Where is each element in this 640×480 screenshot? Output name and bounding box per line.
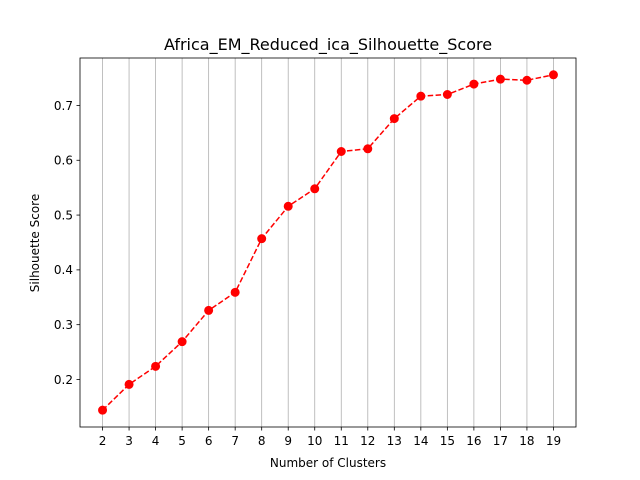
data-point-15 [442, 89, 452, 99]
y-tick-label-0.7: 0.7 [54, 99, 73, 113]
axes [79, 57, 577, 428]
data-point-12 [363, 144, 373, 154]
x-axis-label: Number of Clusters [270, 456, 386, 470]
x-tick-label-12: 12 [360, 434, 375, 448]
y-tick-label-0.3: 0.3 [54, 318, 73, 332]
data-point-7 [230, 287, 240, 297]
data-point-14 [416, 91, 426, 101]
data-point-8 [257, 234, 267, 244]
x-tick-label-15: 15 [440, 434, 455, 448]
x-tick-label-14: 14 [413, 434, 428, 448]
x-tick-label-7: 7 [231, 434, 239, 448]
x-tick-label-8: 8 [258, 434, 266, 448]
x-tick-label-17: 17 [493, 434, 508, 448]
data-point-5 [177, 337, 187, 347]
data-series [98, 70, 558, 415]
plot-frame [79, 57, 577, 428]
data-point-9 [283, 201, 293, 211]
data-point-2 [98, 405, 108, 415]
tick-marks-and-labels: 2 3 4 5 6 7 8 9 10 11 12 13 14 15 16 17 18 19 0.2 0.3 0.4 0.5… [54, 99, 561, 448]
x-tick-label-18: 18 [519, 434, 534, 448]
data-point-18 [522, 75, 532, 85]
data-point-10 [310, 184, 320, 194]
x-tick-label-3: 3 [125, 434, 133, 448]
x-tick-label-11: 11 [334, 434, 349, 448]
data-point-16 [469, 79, 479, 89]
y-tick-label-0.2: 0.2 [54, 373, 73, 387]
x-tick-label-5: 5 [178, 434, 186, 448]
chart-title: Africa_EM_Reduced_ica_Silhouette_Score [164, 35, 492, 55]
y-tick-label-0.4: 0.4 [54, 263, 73, 277]
y-tick-label-0.5: 0.5 [54, 208, 73, 222]
y-axis-label: Silhouette Score [28, 194, 42, 292]
data-point-11 [336, 146, 346, 156]
x-tick-label-10: 10 [307, 434, 322, 448]
data-point-13 [389, 114, 399, 124]
x-tick-label-16: 16 [466, 434, 481, 448]
data-point-17 [495, 74, 505, 84]
data-point-3 [124, 379, 134, 389]
x-tick-label-19: 19 [546, 434, 561, 448]
y-tick-label-0.6: 0.6 [54, 154, 73, 168]
x-tick-label-9: 9 [284, 434, 292, 448]
data-point-6 [204, 305, 214, 315]
x-tick-label-13: 13 [387, 434, 402, 448]
data-point-19 [548, 70, 558, 80]
data-point-4 [151, 361, 161, 371]
x-tick-label-2: 2 [99, 434, 107, 448]
x-tick-label-6: 6 [205, 434, 213, 448]
x-tick-label-4: 4 [152, 434, 160, 448]
